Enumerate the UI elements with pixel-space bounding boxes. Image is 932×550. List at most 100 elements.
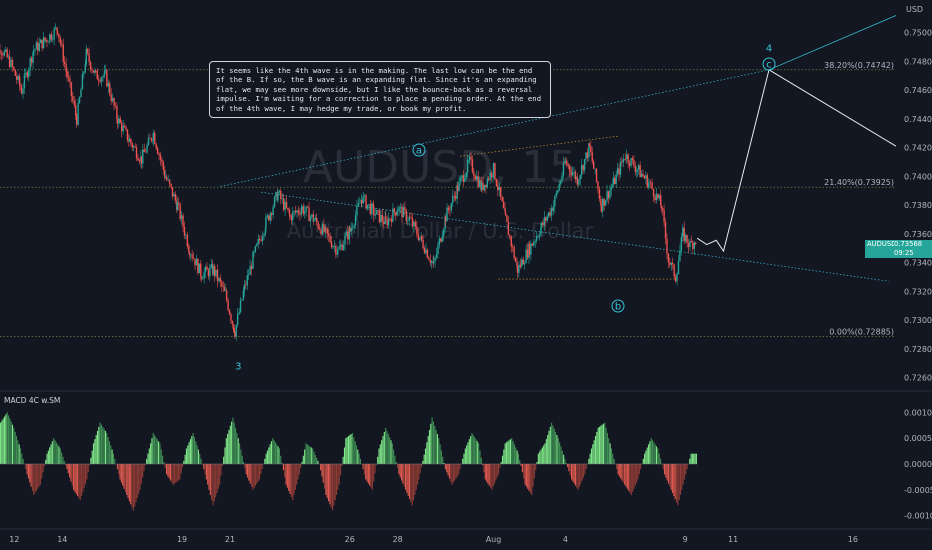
- candle-body: [242, 290, 245, 300]
- candle-body: [41, 39, 43, 49]
- macd-bar: [272, 438, 274, 464]
- macd-bar: [165, 464, 168, 475]
- macd-bar: [298, 464, 300, 475]
- upper-channel-line: [220, 69, 770, 187]
- candle-body: [316, 217, 318, 223]
- candle-body: [492, 175, 494, 178]
- time-tick-label: 14: [57, 535, 67, 544]
- candle-body: [627, 154, 629, 163]
- candle-body: [14, 69, 17, 76]
- macd-bar: [79, 464, 81, 501]
- candle-body: [654, 196, 656, 200]
- candle-body: [321, 223, 324, 235]
- macd-bar: [107, 437, 109, 464]
- macd-bar: [104, 430, 107, 464]
- macd-bar: [654, 444, 656, 464]
- fib-level-label: 21.40%(0.73925): [824, 178, 894, 187]
- macd-bar: [402, 464, 404, 484]
- candle-body: [497, 185, 499, 191]
- macd-bar: [231, 421, 233, 464]
- macd-axis: 0.0010 0.0005 0.0000 -0.0005 -0.0010: [904, 408, 932, 520]
- macd-bar: [94, 439, 96, 464]
- macd-bar: [306, 444, 308, 464]
- macd-bar: [87, 464, 89, 473]
- candle-body: [22, 88, 24, 94]
- candle-body: [600, 205, 603, 212]
- macd-bar: [362, 464, 364, 470]
- candle-body: [104, 70, 107, 71]
- candle-body: [511, 246, 514, 248]
- macd-bar: [551, 422, 553, 464]
- candle-body: [77, 102, 79, 125]
- macd-bar: [285, 464, 287, 485]
- macd-bar: [648, 444, 650, 464]
- candle-body: [146, 145, 148, 153]
- macd-bar: [58, 446, 60, 464]
- macd-bar: [547, 435, 549, 464]
- candle-body: [614, 177, 616, 185]
- candle-body: [637, 165, 640, 170]
- macd-bar: [297, 464, 299, 480]
- macd-bar: [10, 421, 12, 464]
- macd-bar: [205, 464, 207, 480]
- candle-body: [143, 149, 145, 153]
- candle-body: [413, 221, 415, 227]
- macd-bar: [81, 464, 83, 497]
- macd-bar: [678, 464, 680, 501]
- macd-bar: [626, 464, 628, 489]
- candle-body: [459, 177, 462, 182]
- macd-bar: [82, 464, 84, 492]
- macd-bar: [377, 456, 379, 464]
- candle-body: [167, 179, 169, 181]
- candle-body: [428, 257, 430, 260]
- candle-body: [30, 58, 33, 63]
- candle-body: [44, 37, 46, 41]
- macd-bar: [472, 435, 474, 464]
- analysis-annotation[interactable]: It seems like the 4th wave is in the mak…: [209, 61, 551, 119]
- macd-bar: [171, 464, 173, 483]
- macd-bar: [240, 449, 242, 464]
- time-tick-label: 4: [563, 535, 568, 544]
- macd-bar: [208, 464, 210, 490]
- time-tick-label: 19: [177, 535, 187, 544]
- candle-body: [454, 196, 457, 199]
- macd-bar: [62, 456, 64, 464]
- macd-bar: [216, 464, 218, 493]
- candle-body: [349, 227, 351, 232]
- candle-body: [257, 239, 259, 244]
- candle-body: [236, 314, 239, 325]
- candle-body: [588, 143, 591, 146]
- candle-body: [3, 51, 6, 56]
- macd-bar: [582, 464, 585, 478]
- macd-bar: [124, 464, 126, 492]
- macd-bar: [505, 442, 508, 464]
- macd-bar: [70, 464, 72, 482]
- macd-bar: [173, 464, 176, 484]
- candle-body: [559, 180, 562, 185]
- macd-bar: [669, 464, 671, 487]
- macd-bar: [33, 464, 35, 495]
- macd-bar: [282, 464, 284, 471]
- macd-bar: [91, 450, 93, 464]
- macd-bar: [83, 464, 85, 488]
- time-axis[interactable]: 12 14 19 21 26 28 Aug 4 9 11 16: [9, 535, 858, 544]
- macd-bar: [219, 464, 221, 485]
- candle-body: [329, 235, 331, 242]
- candle-body: [602, 198, 604, 212]
- macd-bar: [51, 441, 53, 464]
- macd-bar: [223, 456, 225, 464]
- macd-indicator-title[interactable]: MACD 4C w.SM: [4, 396, 61, 405]
- candle-body: [416, 226, 418, 235]
- macd-bar: [162, 455, 164, 464]
- macd-bar: [228, 429, 230, 464]
- candle-body: [264, 228, 267, 235]
- macd-bar: [677, 464, 679, 506]
- wave-c-label-circle: [762, 57, 776, 71]
- candle-body: [634, 166, 637, 172]
- candle-body: [552, 206, 555, 211]
- macd-bar: [276, 444, 278, 464]
- candle-body: [610, 187, 613, 190]
- macd-bar: [370, 464, 372, 488]
- macd-bar: [128, 464, 130, 502]
